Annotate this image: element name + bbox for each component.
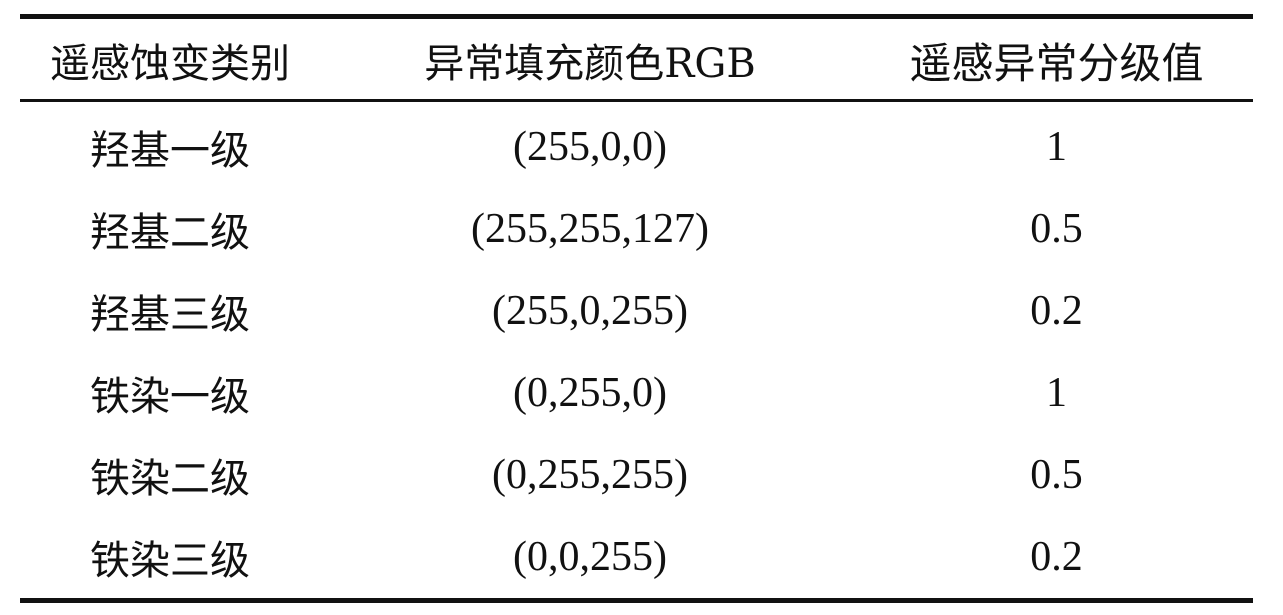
table-row: 铁染二级 (0,255,255) 0.5 [20,434,1253,516]
table-cell: (255,255,127) [471,206,709,252]
table-row: 铁染三级 (0,0,255) 0.2 [20,516,1253,598]
table-cell: 羟基二级 [90,210,250,256]
table-cell: 0.5 [1030,206,1083,252]
table-cell: (0,255,255) [492,452,688,498]
table-row: 羟基二级 (255,255,127) 0.5 [20,188,1253,270]
table-cell: (0,255,0) [513,370,667,416]
table-cell: 0.2 [1030,288,1083,334]
table-cell: 羟基一级 [90,128,250,174]
header-cell: 异常填充颜色RGB [424,41,756,87]
header-cell: 遥感异常分级值 [909,41,1204,88]
header-rule [20,99,1253,102]
table-cell: 1 [1046,124,1067,170]
table-row: 铁染一级 (0,255,0) 1 [20,352,1253,434]
table-cell: (255,0,255) [492,288,688,334]
header-cell: 遥感蚀变类别 [50,41,290,87]
table-cell: (255,0,0) [513,124,667,170]
header-row: 遥感蚀变类别 异常填充颜色RGB 遥感异常分级值 [20,19,1253,101]
table-cell: 羟基三级 [90,292,250,338]
table-cell: 1 [1046,370,1067,416]
table-cell: 0.2 [1030,534,1083,580]
table-cell: (0,0,255) [513,534,667,580]
table-cell: 铁染二级 [90,456,250,502]
table-cell: 铁染三级 [90,538,250,584]
bottom-rule [20,598,1253,603]
table-cell: 0.5 [1030,452,1083,498]
top-rule [20,14,1253,19]
table-cell: 铁染一级 [90,374,250,420]
table-row: 羟基三级 (255,0,255) 0.2 [20,270,1253,352]
table-row: 羟基一级 (255,0,0) 1 [20,106,1253,188]
